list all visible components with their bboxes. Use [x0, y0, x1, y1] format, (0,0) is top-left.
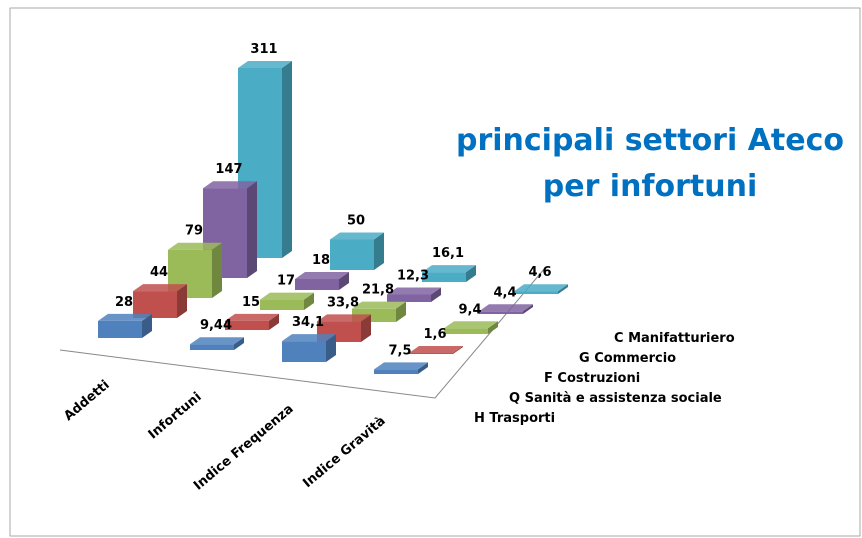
bar-side — [177, 284, 187, 318]
x-tick-label: Addetti — [61, 378, 112, 424]
bar — [260, 299, 304, 310]
bar — [330, 239, 374, 270]
bar-side — [466, 265, 476, 282]
bar-side — [558, 284, 568, 294]
bar — [444, 328, 488, 334]
bar-top — [133, 284, 187, 292]
bar-side — [212, 242, 222, 298]
bar-side — [431, 287, 441, 302]
value-label: 9,4 — [458, 302, 481, 317]
bar-top — [190, 337, 244, 345]
bar-top — [295, 272, 349, 280]
value-label: 28 — [115, 295, 133, 310]
bar-top — [422, 265, 476, 273]
bar-top — [444, 321, 498, 329]
bar — [295, 279, 339, 290]
bar-side — [304, 292, 314, 310]
value-label: 9,44 — [200, 318, 232, 333]
bar-top — [238, 61, 292, 68]
frame — [9, 7, 861, 537]
bar — [133, 291, 177, 318]
legend-label: C Manifatturiero — [614, 331, 735, 346]
value-label: 15 — [242, 295, 260, 310]
bar-top — [98, 313, 152, 321]
bar-side — [488, 321, 498, 334]
bar — [190, 344, 234, 350]
bar-side — [282, 61, 292, 258]
bar-side — [326, 334, 336, 362]
bar — [282, 341, 326, 362]
value-label: 17 — [277, 274, 295, 289]
bar-top — [514, 284, 568, 292]
bar-side — [453, 346, 463, 354]
value-label: 21,8 — [362, 283, 394, 298]
bar — [374, 369, 418, 374]
bar-top — [317, 314, 371, 322]
value-label: 33,8 — [327, 295, 359, 310]
value-label: 7,5 — [388, 343, 411, 358]
value-label: 18 — [312, 253, 330, 268]
legend-label: Q Sanità e assistenza sociale — [509, 391, 722, 406]
value-label: 311 — [250, 42, 277, 57]
bar — [225, 320, 269, 330]
bar-side — [234, 337, 244, 350]
x-tick-label: Indice Frequenza — [191, 402, 297, 494]
bar-top — [387, 287, 441, 295]
bar — [422, 272, 466, 282]
bar-top — [225, 313, 279, 321]
bar-top — [409, 346, 463, 354]
bar-top — [168, 242, 222, 250]
value-label: 44 — [150, 265, 168, 280]
bar-top — [330, 232, 384, 240]
bar-side — [142, 313, 152, 338]
value-label: 4,6 — [528, 265, 551, 280]
bar-top — [282, 334, 336, 342]
value-label: 34,1 — [292, 315, 324, 330]
legend-label: H Trasporti — [474, 411, 555, 426]
value-label: 12,3 — [397, 268, 429, 283]
bar — [98, 320, 142, 338]
value-label: 1,6 — [423, 327, 446, 342]
value-label: 16,1 — [432, 246, 464, 261]
bar-side — [396, 301, 406, 322]
bar-side — [418, 362, 428, 374]
value-label: 4,4 — [493, 285, 516, 300]
bar-top — [374, 362, 428, 370]
bar-top — [352, 301, 406, 309]
bar-side — [361, 314, 371, 342]
bar-side — [269, 313, 279, 330]
x-tick-label: Infortuni — [146, 390, 205, 443]
x-tick-label: Indice Gravità — [300, 414, 388, 491]
bar-side — [339, 272, 349, 290]
bar-side — [374, 232, 384, 270]
legend-label: F Costruzioni — [544, 371, 640, 386]
bar-top — [203, 181, 257, 189]
value-label: 50 — [347, 213, 365, 228]
bar-side — [247, 181, 257, 278]
bar — [514, 291, 558, 294]
bar-top — [260, 292, 314, 300]
bar-side — [523, 304, 533, 314]
legend-label: G Commercio — [579, 351, 676, 366]
bar-top — [479, 304, 533, 312]
bar — [479, 311, 523, 314]
chart-title: principali settori Ateco per infortuni — [455, 123, 845, 204]
value-label: 147 — [215, 162, 242, 177]
bar — [409, 353, 453, 354]
bar — [387, 294, 431, 302]
value-label: 79 — [185, 224, 203, 239]
